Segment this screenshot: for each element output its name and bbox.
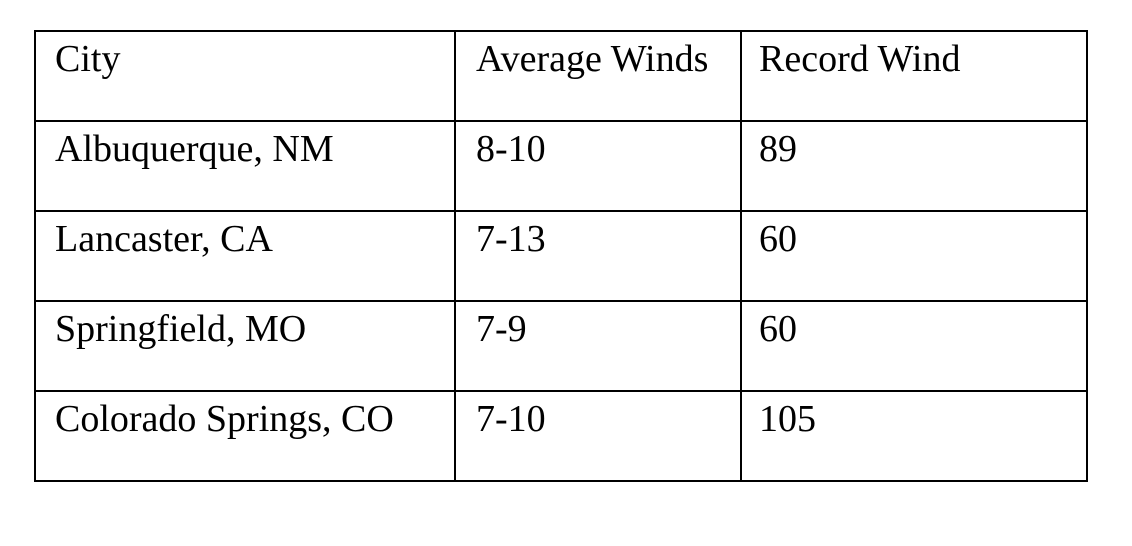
- table-row: Springfield, MO 7-9 60: [34, 300, 1088, 392]
- table-row: Albuquerque, NM 8-10 89: [34, 120, 1088, 212]
- table-row: Lancaster, CA 7-13 60: [34, 210, 1088, 302]
- table-header-row: City Average Winds Record Wind: [34, 30, 1088, 122]
- header-average-winds: Average Winds: [454, 30, 742, 122]
- cell-record-wind: 60: [740, 300, 1088, 392]
- cell-average-winds: 7-9: [454, 300, 742, 392]
- table-row: Colorado Springs, CO 7-10 105: [34, 390, 1088, 482]
- cell-city: Colorado Springs, CO: [34, 390, 456, 482]
- cell-city: Springfield, MO: [34, 300, 456, 392]
- header-city: City: [34, 30, 456, 122]
- cell-average-winds: 7-10: [454, 390, 742, 482]
- cell-record-wind: 89: [740, 120, 1088, 212]
- cell-city: Lancaster, CA: [34, 210, 456, 302]
- header-record-wind: Record Wind: [740, 30, 1088, 122]
- cell-average-winds: 8-10: [454, 120, 742, 212]
- cell-record-wind: 60: [740, 210, 1088, 302]
- cell-average-winds: 7-13: [454, 210, 742, 302]
- cell-city: Albuquerque, NM: [34, 120, 456, 212]
- wind-table: City Average Winds Record Wind Albuquerq…: [34, 30, 1088, 482]
- cell-record-wind: 105: [740, 390, 1088, 482]
